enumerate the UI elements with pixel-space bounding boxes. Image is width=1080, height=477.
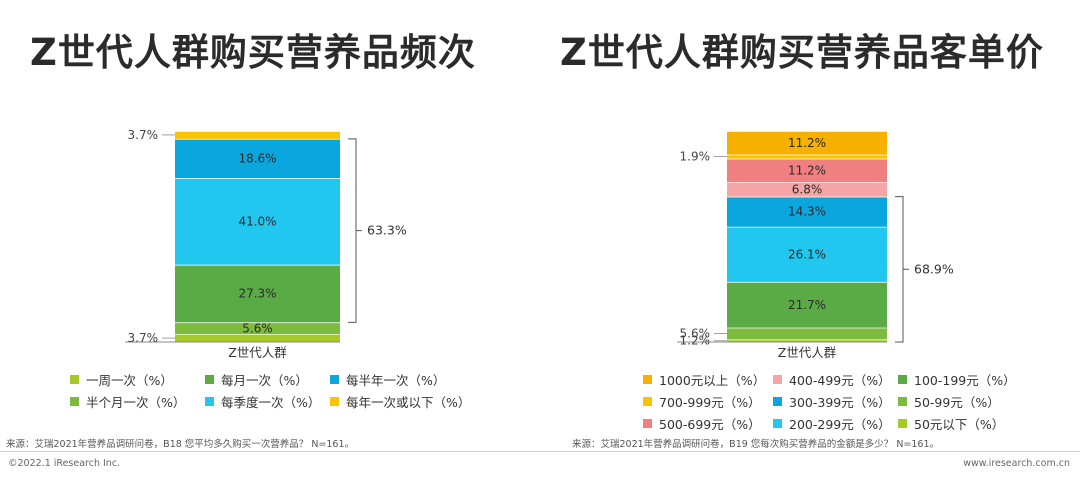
legend-swatch [898, 419, 907, 428]
legend-label: 50元以下（%） [914, 417, 1005, 432]
legend-label: 50-99元（%） [914, 395, 1000, 410]
legend-item-每半年一次: 每半年一次（%） [330, 370, 465, 389]
frequency-stacked-bar-chart: 5.6% 27.3% 41.0% 18.6% Z世代人群 3.7% 3.7% 63.3% [125, 128, 407, 360]
legend-label: 1000元以上（%） [659, 373, 766, 388]
legend-swatch [643, 375, 652, 384]
data-label-1000元以上: 11.2% [788, 136, 826, 150]
legend-item-50-99元: 50-99元（%） [898, 392, 1018, 411]
copyright: ©2022.1 iResearch Inc. [8, 458, 121, 469]
category-label: Z世代人群 [228, 345, 287, 360]
data-label-300-399元: 14.3% [788, 205, 826, 219]
legend-item-300-399元: 300-399元（%） [773, 392, 898, 411]
legend-label: 每年一次或以下（%） [346, 395, 471, 410]
legend-item-1000元以上: 1000元以上（%） [643, 370, 773, 389]
legend-swatch [773, 375, 782, 384]
bar-segment-每年一次或以下 [175, 131, 340, 139]
legend-swatch [330, 397, 339, 406]
legend-swatch [898, 375, 907, 384]
legend-label: 每月一次（%） [221, 373, 308, 388]
outer-label-50元以下: 1.2% [680, 334, 711, 348]
bar-segment-700-999元 [727, 154, 887, 159]
legend-label: 半个月一次（%） [86, 395, 186, 410]
data-label-100-199元: 21.7% [788, 298, 826, 312]
legend-swatch [205, 397, 214, 406]
legend-label: 100-199元（%） [914, 373, 1016, 388]
legend-item-50元以下: 50元以下（%） [898, 414, 1018, 433]
legend-label: 一周一次（%） [86, 373, 173, 388]
chart-title-frequency: Z世代人群购买营养品频次 [30, 31, 476, 74]
outer-label-50-99元: 5.6% [680, 327, 711, 341]
legend-swatch [70, 375, 79, 384]
data-label-半个月一次: 5.6% [242, 321, 273, 335]
bar-segment-50-99元 [727, 327, 887, 340]
legend-label: 每季度一次（%） [221, 395, 321, 410]
data-label-500-699元: 11.2% [788, 163, 826, 177]
legend-item-400-499元: 400-499元（%） [773, 370, 898, 389]
bar-segment-1000元以上 [727, 131, 887, 155]
legend-item-500-699元: 500-699元（%） [643, 414, 773, 433]
legend-swatch [643, 419, 652, 428]
legend-item-700-999元: 700-999元（%） [643, 392, 773, 411]
category-label: Z世代人群 [778, 345, 837, 360]
legend-item-一周一次: 一周一次（%） [70, 370, 205, 389]
legend-item-100-199元: 100-199元（%） [898, 370, 1018, 389]
bar-segment-400-499元 [727, 182, 887, 197]
data-label-200-299元: 26.1% [788, 247, 826, 261]
outer-label-一周一次: 3.7% [128, 331, 159, 345]
website-url: www.iresearch.com.cn [963, 458, 1070, 469]
bar-segment-500-699元 [727, 158, 887, 183]
bar-segment-200-299元 [727, 226, 887, 282]
legend-swatch [643, 397, 652, 406]
data-label-每半年一次: 18.6% [238, 151, 276, 165]
legend-item-200-299元: 200-299元（%） [773, 414, 898, 433]
bar-segment-每半年一次 [175, 138, 340, 179]
outer-label-每年一次或以下: 3.7% [128, 128, 159, 142]
data-label-每月一次: 27.3% [238, 287, 276, 301]
legend-label: 每半年一次（%） [346, 373, 446, 388]
bar-segment-300-399元 [727, 196, 887, 227]
bar-segment-每季度一次 [175, 178, 340, 265]
bar-segment-每月一次 [175, 264, 340, 323]
bracket [895, 196, 909, 343]
source-note-price: 来源：艾瑞2021年营养品调研问卷，B19 您每次购买营养品的金额是多少？ N=… [572, 439, 940, 450]
legend-swatch [773, 419, 782, 428]
data-label-400-499元: 6.8% [792, 182, 823, 196]
price-stacked-bar-chart: 21.7% 26.1% 14.3% 6.8% 11.2% 11.2% Z世代人群 1.9% 5.… [677, 130, 954, 360]
legend-swatch [70, 397, 79, 406]
legend-swatch [773, 397, 782, 406]
outer-label-700-999元: 1.9% [680, 150, 711, 164]
bracket-label: 63.3% [367, 223, 407, 238]
legend-label: 200-299元（%） [789, 417, 891, 432]
legend-item-每月一次: 每月一次（%） [205, 370, 330, 389]
legend-swatch [330, 375, 339, 384]
legend-swatch [205, 375, 214, 384]
legend-label: 400-499元（%） [789, 373, 891, 388]
source-note-frequency: 来源：艾瑞2021年营养品调研问卷，B18 您平均多久购买一次营养品？ N=16… [6, 439, 355, 450]
legend-item-半个月一次: 半个月一次（%） [70, 392, 205, 411]
legend-label: 300-399元（%） [789, 395, 891, 410]
bar-segment-100-199元 [727, 281, 887, 328]
legend-label: 700-999元（%） [659, 395, 761, 410]
legend-item-每季度一次: 每季度一次（%） [205, 392, 330, 411]
frequency-legend: 一周一次（%） 每月一次（%） 每半年一次（%） 半个月一次（%） 每季度一次（%） 每年… [70, 370, 470, 411]
chart-title-price: Z世代人群购买营养品客单价 [560, 31, 1044, 74]
bracket-label: 68.9% [914, 261, 954, 276]
price-legend: 1000元以上（%） 400-499元（%） 100-199元（%） 700-999元… [643, 370, 1018, 433]
legend-item-每年一次或以下: 每年一次或以下（%） [330, 392, 470, 411]
legend-swatch [898, 397, 907, 406]
bar-segment-一周一次 [175, 334, 340, 342]
bar-segment-半个月一次 [175, 322, 340, 335]
bracket [348, 138, 362, 323]
data-label-每季度一次: 41.0% [238, 214, 276, 228]
bar-segment-50元以下 [727, 339, 887, 342]
legend-label: 500-699元（%） [659, 417, 761, 432]
footer-divider [0, 451, 1080, 452]
